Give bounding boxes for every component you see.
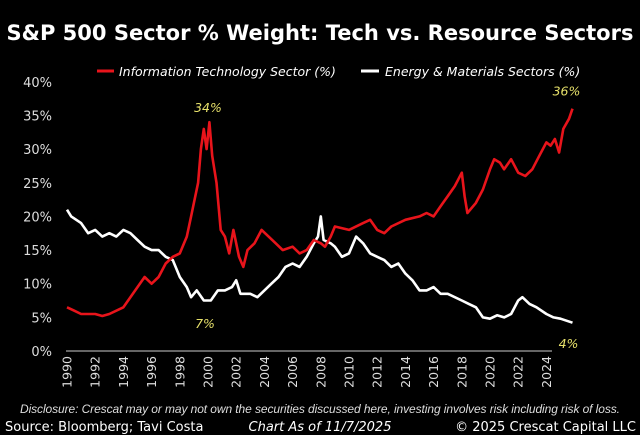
x-tick-label: 2012 xyxy=(370,356,385,388)
x-axis: 1990 1992 1994 1996 1998 2000 2002 2004 2006 2008… xyxy=(60,356,554,388)
plot-area xyxy=(65,108,574,324)
y-tick-label: 25% xyxy=(23,177,52,192)
annotation-label: 36% xyxy=(553,84,581,99)
y-axis: 0% 5% 10% 15% 20% 25% 30% 35% 40% xyxy=(23,76,52,360)
legend: Information Technology Sector (%) Energy… xyxy=(97,64,580,79)
series-line-information-technology xyxy=(66,108,574,318)
x-tick-label: 2024 xyxy=(539,356,554,388)
y-tick-label: 35% xyxy=(23,109,52,124)
legend-label-tech: Information Technology Sector (%) xyxy=(119,64,336,79)
x-tick-label: 1994 xyxy=(116,356,131,388)
x-tick-label: 2006 xyxy=(285,356,300,388)
x-tick-label: 1990 xyxy=(60,356,75,388)
x-tick-label: 2016 xyxy=(426,356,441,388)
annotation-label: 34% xyxy=(194,100,222,115)
x-tick-label: 2004 xyxy=(257,356,272,388)
x-tick-label: 1998 xyxy=(172,356,187,388)
disclosure-text: Disclosure: Crescat may or may not own t… xyxy=(20,402,620,416)
x-tick-label: 1992 xyxy=(88,356,103,388)
y-tick-label: 10% xyxy=(23,278,52,293)
x-tick-label: 2000 xyxy=(201,356,216,388)
y-tick-label: 30% xyxy=(23,143,52,158)
annotation-label: 4% xyxy=(559,336,579,351)
x-tick-label: 2002 xyxy=(229,356,244,388)
copyright-text: © 2025 Crescat Capital LLC xyxy=(455,420,636,435)
y-tick-label: 0% xyxy=(31,345,52,360)
x-tick-label: 2018 xyxy=(454,356,469,388)
x-tick-label: 1996 xyxy=(144,356,159,388)
source-text: Source: Bloomberg; Tavi Costa xyxy=(5,420,203,435)
annotations: 34% 7% 36% 4% xyxy=(194,84,580,351)
chart-date-text: Chart As of 11/7/2025 xyxy=(249,420,392,435)
y-tick-label: 40% xyxy=(23,76,52,91)
annotation-label: 7% xyxy=(195,316,215,331)
y-tick-label: 15% xyxy=(23,244,52,259)
x-tick-label: 2022 xyxy=(511,356,526,388)
chart-title: S&P 500 Sector % Weight: Tech vs. Resour… xyxy=(7,21,634,45)
y-tick-label: 20% xyxy=(23,210,52,225)
x-tick-label: 2014 xyxy=(398,356,413,388)
legend-label-energy: Energy & Materials Sectors (%) xyxy=(385,64,580,79)
x-tick-label: 2008 xyxy=(313,356,328,388)
x-tick-label: 2010 xyxy=(342,356,357,388)
x-tick-label: 2020 xyxy=(483,356,498,388)
y-tick-label: 5% xyxy=(31,311,52,326)
